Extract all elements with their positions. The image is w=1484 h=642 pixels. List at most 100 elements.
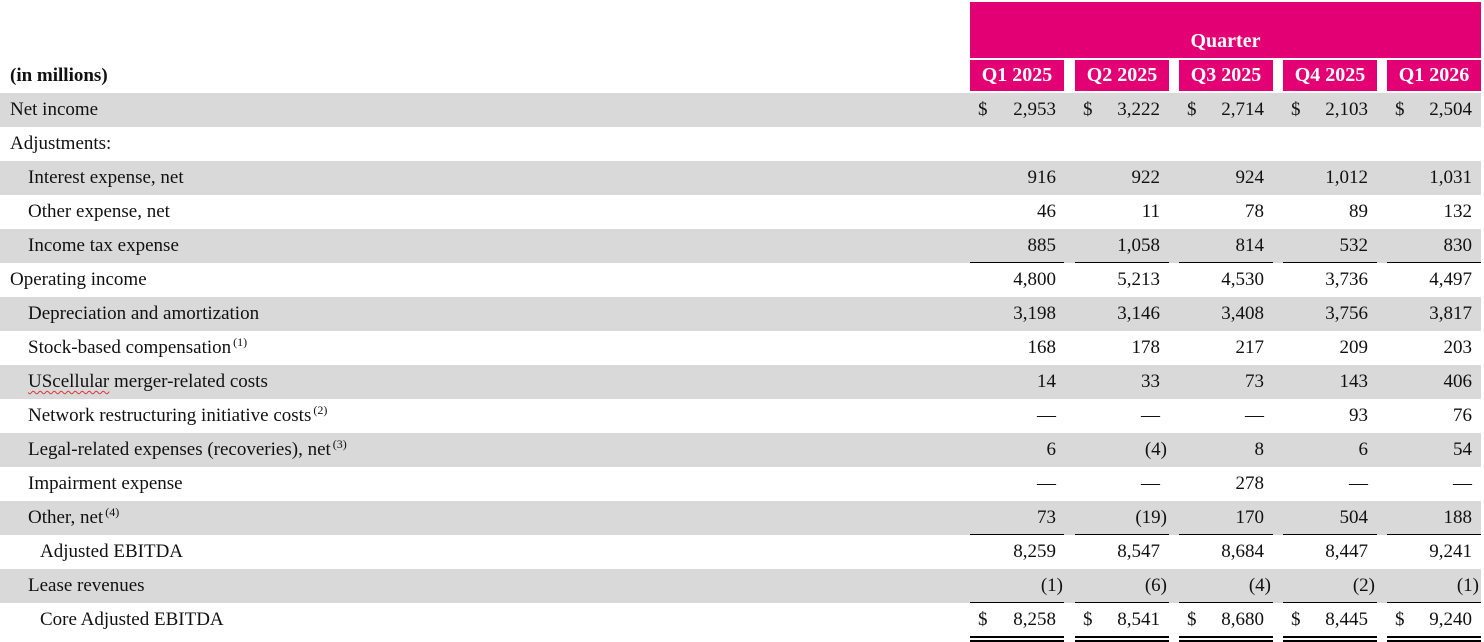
row-shading — [0, 161, 1481, 195]
table-row: Income tax expense 885 1,058 814 532 830 — [0, 229, 1481, 263]
row-label-text: Other, net — [28, 507, 104, 528]
value-cell: 814 — [1179, 229, 1265, 263]
row-shading — [0, 93, 1481, 127]
subtotal-rule — [1179, 534, 1273, 535]
subtotal-rule — [1075, 534, 1169, 535]
value-cell: $8,445 — [1283, 603, 1368, 637]
value-cell: 209 — [1283, 331, 1369, 365]
value-cell: $8,541 — [1075, 603, 1160, 637]
value-cell: 89 — [1283, 195, 1368, 229]
row-label: Interest expense, net — [28, 161, 184, 195]
spellcheck-word: UScellular — [28, 371, 110, 392]
value-text: 3,198 — [1013, 303, 1056, 324]
value-cell: 168 — [970, 331, 1057, 365]
value-cell — [1075, 127, 1160, 161]
value-cell: 885 — [970, 229, 1057, 263]
value-text: 143 — [1339, 371, 1369, 392]
row-label: Operating income — [10, 263, 147, 297]
value-cell: 14 — [970, 365, 1056, 399]
row-label: Adjustments: — [10, 127, 111, 161]
table-row: UScellular merger-related costs 14 33 73 143… — [0, 365, 1481, 399]
subtotal-rule — [1075, 262, 1169, 263]
value-text: 406 — [1443, 371, 1473, 392]
value-text: (4) — [1248, 575, 1271, 596]
currency-symbol: $ — [1395, 609, 1405, 630]
value-text: 8,684 — [1221, 541, 1264, 562]
value-cell: — — [1179, 399, 1264, 433]
value-text: 14 — [1037, 371, 1056, 392]
value-cell: 3,817 — [1387, 297, 1472, 331]
value-cell: 217 — [1179, 331, 1265, 365]
currency-symbol: $ — [1083, 609, 1093, 630]
value-text: (2) — [1352, 575, 1375, 596]
subtotal-rule — [1179, 262, 1273, 263]
value-text: 3,756 — [1325, 303, 1368, 324]
subtotal-rule — [1179, 602, 1273, 603]
table-row: Net income $2,953 $3,222 $2,714 $2,103 $2,504 — [0, 93, 1481, 127]
value-text: — — [1037, 405, 1056, 426]
row-shading — [0, 433, 1481, 467]
table-row: Stock-based compensation (1) 168 178 217 209 2… — [0, 331, 1481, 365]
value-cell: 93 — [1283, 399, 1368, 433]
footnote-marker: (3) — [332, 437, 347, 451]
total-double-rule — [1283, 636, 1377, 638]
value-cell: 203 — [1387, 331, 1473, 365]
value-text: 73 — [1245, 371, 1264, 392]
value-text: 5,213 — [1117, 269, 1160, 290]
value-cell: 73 — [1179, 365, 1264, 399]
row-label: Lease revenues — [28, 569, 145, 603]
row-label-text: Interest expense, net — [28, 167, 184, 188]
value-cell: 3,198 — [970, 297, 1056, 331]
value-text: 4,530 — [1221, 269, 1264, 290]
value-cell: (19) — [1075, 501, 1167, 535]
column-header-1: Q1 2025 — [970, 60, 1064, 91]
value-text: 8,680 — [1221, 609, 1264, 630]
value-cell: 188 — [1387, 501, 1473, 535]
value-text: 170 — [1235, 507, 1265, 528]
value-text: 46 — [1037, 201, 1056, 222]
value-text: (1) — [1456, 575, 1479, 596]
value-cell: $2,103 — [1283, 93, 1368, 127]
value-cell: 922 — [1075, 161, 1161, 195]
value-cell: (4) — [1179, 569, 1271, 603]
value-text: 8,541 — [1117, 609, 1160, 630]
value-cell: — — [1075, 467, 1160, 501]
value-text: (4) — [1144, 439, 1167, 460]
value-cell: 8,447 — [1283, 535, 1368, 569]
row-shading — [0, 501, 1481, 535]
row-shading — [0, 365, 1481, 399]
value-text: 3,146 — [1117, 303, 1160, 324]
row-label-text: Adjustments: — [10, 133, 112, 154]
row-label: Impairment expense — [28, 467, 183, 501]
value-cell: $2,953 — [970, 93, 1056, 127]
value-text: 209 — [1339, 337, 1369, 358]
value-cell: 8,684 — [1179, 535, 1264, 569]
footnote-marker: (4) — [105, 505, 120, 519]
value-text: 54 — [1453, 439, 1472, 460]
currency-symbol: $ — [1083, 99, 1093, 120]
value-text: 2,504 — [1429, 99, 1472, 120]
value-text: 3,222 — [1117, 99, 1160, 120]
value-cell: 5,213 — [1075, 263, 1160, 297]
value-text: 916 — [1027, 167, 1057, 188]
value-cell: 1,012 — [1283, 161, 1368, 195]
value-cell: 3,408 — [1179, 297, 1264, 331]
row-label: UScellular merger-related costs — [28, 365, 268, 399]
currency-symbol: $ — [1187, 609, 1197, 630]
value-cell — [1387, 127, 1472, 161]
value-cell: 9,241 — [1387, 535, 1472, 569]
value-cell: 33 — [1075, 365, 1160, 399]
value-cell: 4,800 — [970, 263, 1056, 297]
value-cell: 132 — [1387, 195, 1473, 229]
row-label: Adjusted EBITDA — [40, 535, 183, 569]
value-text: 4,800 — [1013, 269, 1056, 290]
value-cell: $3,222 — [1075, 93, 1160, 127]
subtotal-rule — [1387, 262, 1481, 263]
table-row: Operating income 4,800 5,213 4,530 3,736 4,49… — [0, 263, 1481, 297]
value-cell — [970, 127, 1056, 161]
value-cell: 78 — [1179, 195, 1264, 229]
value-cell: 6 — [1283, 433, 1369, 467]
value-cell: — — [970, 399, 1056, 433]
value-cell — [1179, 127, 1264, 161]
